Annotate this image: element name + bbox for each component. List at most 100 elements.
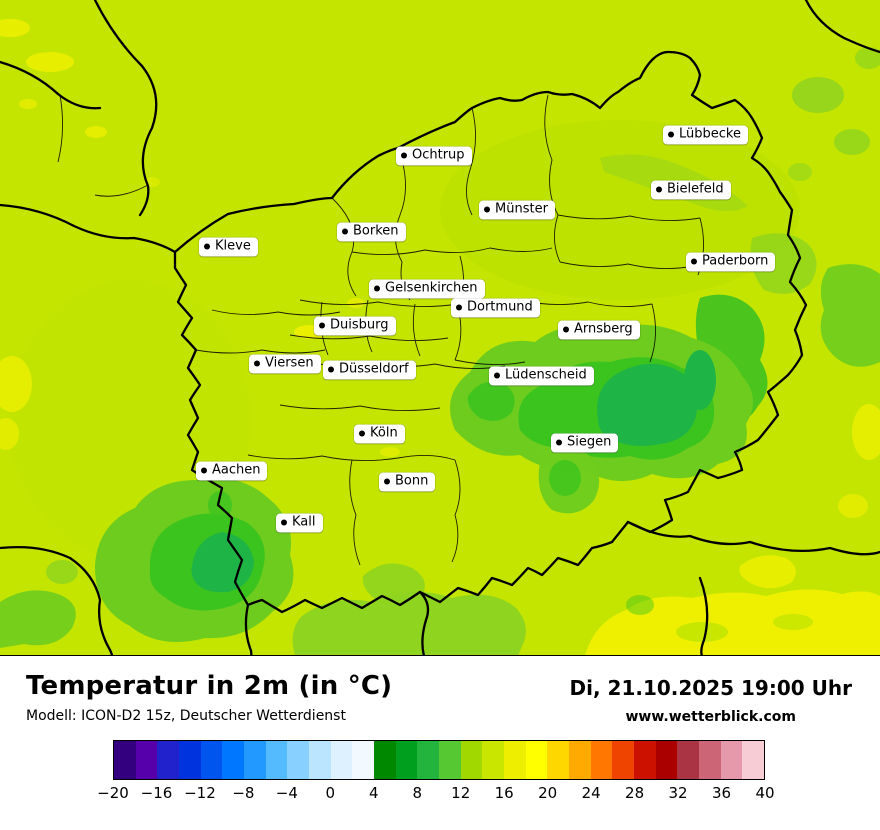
city-name: Köln	[370, 425, 398, 441]
city-name: Ochtrup	[412, 147, 465, 163]
city-label: Kall	[276, 513, 323, 533]
colorbar-segment	[460, 741, 483, 779]
city-label: Bonn	[379, 472, 436, 492]
colorbar-tick-label: 0	[325, 784, 336, 802]
colorbar-segment	[135, 741, 158, 779]
colorbar-segment	[374, 741, 396, 779]
colorbar-segment	[352, 741, 375, 779]
colorbar-tick-label: −8	[232, 784, 255, 802]
colorbar-segment	[330, 741, 353, 779]
footer-right-column: Di, 21.10.2025 19:00 Uhr www.wetterblick…	[570, 671, 852, 725]
city-name: Düsseldorf	[339, 361, 409, 377]
colorbar-tick-label: 8	[412, 784, 423, 802]
colorbar-segment	[655, 741, 678, 779]
colorbar-tick-label: 12	[451, 784, 471, 802]
city-label: Gelsenkirchen	[369, 279, 485, 299]
city-marker-dot	[204, 244, 210, 250]
city-marker-dot	[484, 207, 490, 213]
city-label: Borken	[337, 222, 406, 242]
city-label: Düsseldorf	[323, 360, 416, 380]
colorbar-segment	[590, 741, 613, 779]
city-name: Kall	[292, 514, 316, 530]
city-marker-dot	[319, 323, 325, 329]
city-marker-dot	[401, 153, 407, 159]
footer-text-row: Temperatur in 2m (in °C) Modell: ICON-D2…	[26, 671, 852, 725]
city-name: Münster	[495, 201, 548, 217]
city-label: Bielefeld	[651, 180, 731, 200]
colorbar-labels: −20 −16 −12 −8 −4 0 4 8 12 16 20 24 28 32 36 40	[97, 784, 774, 804]
colorbar-tick-label: 16	[494, 784, 514, 802]
city-marker-dot	[342, 229, 348, 235]
colorbar-tick-label: −4	[275, 784, 298, 802]
city-marker-dot	[668, 132, 674, 138]
city-label: Münster	[479, 200, 555, 220]
colorbar-segment	[569, 741, 591, 779]
website-url: www.wetterblick.com	[625, 709, 797, 725]
city-name: Bielefeld	[667, 181, 724, 197]
city-marker-dot	[254, 361, 260, 367]
city-name: Gelsenkirchen	[385, 280, 478, 296]
colorbar-segment	[482, 741, 505, 779]
colorbar-segment	[504, 741, 526, 779]
temperature-field-layer	[0, 19, 880, 655]
city-labels-layer: Lübbecke Ochtrup Bielefeld Münster Borken Kle…	[196, 125, 776, 533]
city-marker-dot	[691, 259, 697, 265]
city-name: Viersen	[265, 355, 314, 371]
colorbar-tick-label: 4	[369, 784, 379, 802]
city-marker-dot	[201, 468, 207, 474]
city-name: Lübbecke	[679, 126, 741, 142]
city-marker-dot	[359, 431, 365, 437]
city-name: Dortmund	[467, 299, 533, 315]
city-name: Bonn	[395, 473, 429, 489]
colorbar-segment	[525, 741, 548, 779]
city-label: Ochtrup	[396, 146, 472, 166]
colorbar-segment	[677, 741, 700, 779]
city-label: Köln	[354, 424, 405, 444]
colorbar-segment	[179, 741, 201, 779]
city-marker-dot	[374, 286, 380, 292]
colorbar-segment	[244, 741, 266, 779]
city-label: Lüdenscheid	[489, 366, 594, 386]
colorbar-tick-label: 24	[581, 784, 601, 802]
city-marker-dot	[556, 440, 562, 446]
city-marker-dot	[563, 327, 569, 333]
colorbar	[113, 740, 765, 780]
city-marker-dot	[384, 479, 390, 485]
state-borders-layer	[0, 0, 880, 655]
city-name: Lüdenscheid	[505, 367, 587, 383]
city-marker-dot	[494, 373, 500, 379]
colorbar-segment	[439, 741, 461, 779]
forecast-datetime: Di, 21.10.2025 19:00 Uhr	[569, 676, 852, 700]
colorbar-tick-label: −20	[97, 784, 129, 802]
colorbar-tick-label: −16	[140, 784, 173, 802]
city-marker-dot	[281, 520, 287, 526]
colorbar-segment	[417, 741, 440, 779]
colorbar-tick-label: 28	[625, 784, 645, 802]
colorbar-segment	[395, 741, 418, 779]
city-label: Lübbecke	[663, 125, 748, 145]
colorbar-tick-label: 32	[668, 784, 688, 802]
city-name: Aachen	[212, 462, 261, 478]
colorbar-segment	[222, 741, 245, 779]
page-title: Temperatur in 2m (in °C)	[26, 671, 393, 701]
colorbar-segment	[547, 741, 570, 779]
city-marker-dot	[456, 305, 462, 311]
city-name: Paderborn	[702, 253, 769, 269]
colorbar-segment	[634, 741, 656, 779]
map-footer: Temperatur in 2m (in °C) Modell: ICON-D2…	[0, 656, 880, 804]
city-label: Paderborn	[686, 252, 776, 272]
colorbar-segment	[699, 741, 721, 779]
city-name: Kleve	[215, 238, 251, 254]
city-label: Kleve	[199, 237, 258, 257]
weather-map: Lübbecke Ochtrup Bielefeld Münster Borken Kle…	[0, 0, 880, 656]
colorbar-segment	[157, 741, 180, 779]
colorbar-segment	[612, 741, 635, 779]
colorbar-segment	[287, 741, 310, 779]
colorbar-tick-label: −12	[184, 784, 216, 802]
temperature-legend: −20 −16 −12 −8 −4 0 4 8 12 16 20 24 28 32 36 40	[97, 740, 775, 804]
colorbar-tick-label: 20	[538, 784, 558, 802]
colorbar-segment	[200, 741, 223, 779]
city-name: Borken	[353, 223, 399, 239]
city-label: Dortmund	[451, 298, 540, 318]
city-label: Duisburg	[314, 316, 396, 336]
